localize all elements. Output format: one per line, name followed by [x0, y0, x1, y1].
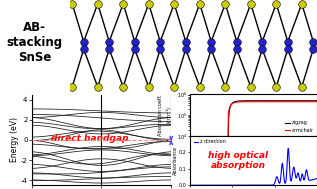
Text: high optical
absorption: high optical absorption — [208, 151, 268, 170]
zigzag — [281, 100, 284, 102]
zigzag — [204, 156, 207, 158]
Y-axis label: Energy (eV): Energy (eV) — [10, 117, 19, 162]
Text: direct bandgap: direct bandgap — [51, 134, 129, 143]
Legend: zigzag, armchair: zigzag, armchair — [284, 119, 314, 134]
armchair — [268, 101, 272, 103]
Line: zigzag: zigzag — [190, 101, 317, 157]
armchair — [188, 156, 192, 158]
armchair — [238, 101, 242, 103]
armchair — [230, 103, 233, 105]
zigzag — [280, 100, 284, 102]
Legend: z direction: z direction — [193, 139, 227, 146]
armchair — [204, 156, 207, 158]
zigzag — [230, 103, 233, 105]
Line: armchair: armchair — [190, 102, 317, 157]
zigzag — [188, 156, 192, 158]
zigzag — [238, 100, 242, 102]
zigzag — [315, 100, 317, 102]
Y-axis label: Absorbance: Absorbance — [172, 146, 178, 175]
Text: AB-
stacking
SnSe: AB- stacking SnSe — [7, 21, 63, 64]
armchair — [280, 101, 284, 103]
Y-axis label: Absorption coeff.
(cm$^{-1}$): Absorption coeff. (cm$^{-1}$) — [158, 94, 175, 136]
zigzag — [268, 100, 272, 102]
armchair — [281, 101, 284, 103]
armchair — [315, 101, 317, 103]
